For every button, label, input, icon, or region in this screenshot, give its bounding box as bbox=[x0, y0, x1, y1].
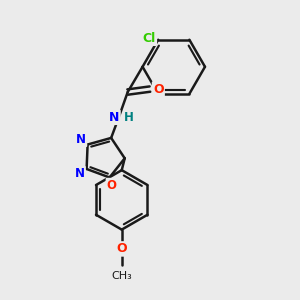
Text: O: O bbox=[153, 82, 164, 96]
Text: O: O bbox=[107, 179, 117, 192]
Text: O: O bbox=[116, 242, 127, 255]
Text: CH₃: CH₃ bbox=[111, 271, 132, 281]
Text: N: N bbox=[76, 133, 86, 146]
Text: N: N bbox=[75, 167, 85, 180]
Text: Cl: Cl bbox=[142, 32, 156, 45]
Text: N: N bbox=[109, 111, 119, 124]
Text: H: H bbox=[124, 111, 134, 124]
